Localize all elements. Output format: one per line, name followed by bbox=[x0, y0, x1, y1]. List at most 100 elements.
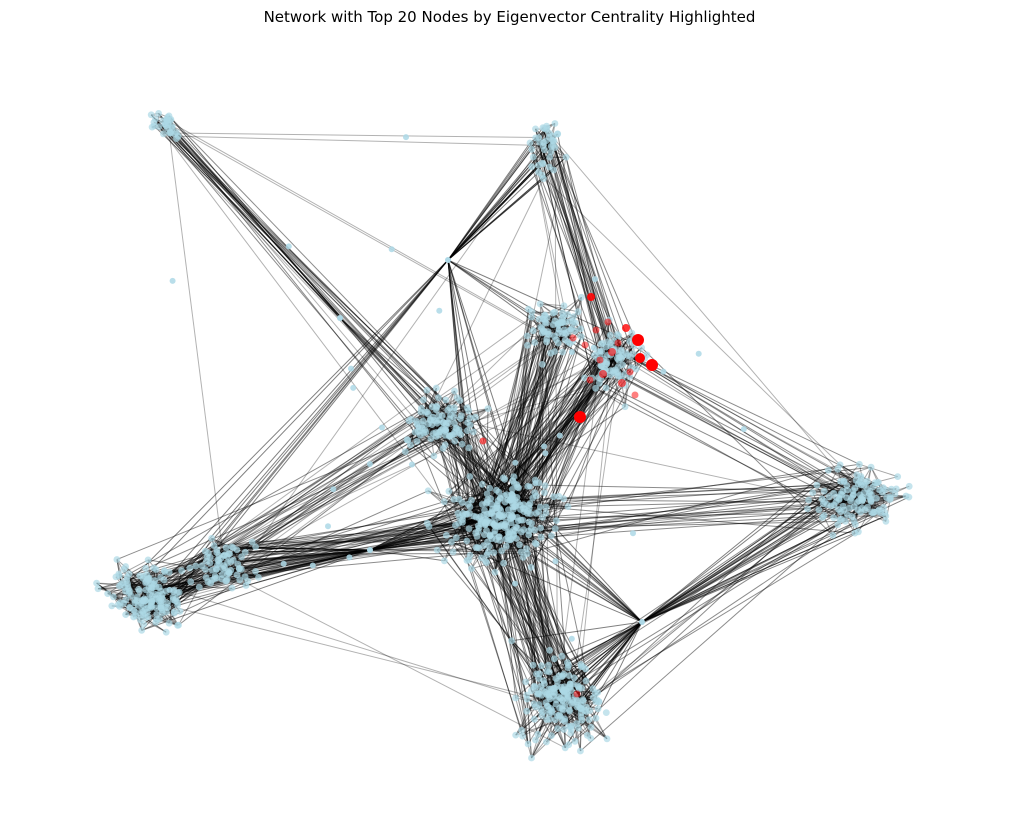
node bbox=[168, 123, 176, 130]
node bbox=[137, 611, 145, 618]
node bbox=[122, 611, 130, 618]
edge bbox=[485, 561, 539, 735]
node bbox=[542, 503, 550, 511]
node bbox=[152, 591, 160, 598]
edge bbox=[133, 411, 426, 611]
edge bbox=[597, 358, 872, 503]
node bbox=[165, 619, 173, 627]
node bbox=[206, 554, 214, 561]
node bbox=[537, 323, 545, 331]
node bbox=[457, 415, 464, 422]
node bbox=[549, 137, 557, 145]
node bbox=[388, 246, 395, 253]
node bbox=[472, 413, 479, 421]
node bbox=[438, 426, 445, 434]
node bbox=[123, 573, 131, 581]
edge bbox=[500, 466, 872, 511]
edge bbox=[545, 365, 602, 514]
edge bbox=[494, 551, 522, 573]
node bbox=[568, 635, 575, 642]
node bbox=[350, 384, 357, 391]
edge bbox=[521, 509, 844, 533]
edge bbox=[508, 498, 564, 541]
node bbox=[379, 424, 385, 431]
node bbox=[617, 353, 624, 361]
node bbox=[515, 484, 522, 492]
node bbox=[853, 471, 861, 479]
node bbox=[447, 433, 454, 440]
node bbox=[592, 384, 599, 392]
edge bbox=[241, 489, 497, 570]
edge bbox=[557, 728, 566, 748]
node bbox=[564, 664, 572, 672]
edge bbox=[540, 367, 632, 538]
node bbox=[469, 428, 477, 436]
node bbox=[152, 583, 160, 591]
node bbox=[554, 130, 561, 138]
edge bbox=[595, 387, 626, 408]
node bbox=[568, 700, 575, 707]
node bbox=[542, 450, 549, 457]
edge bbox=[451, 434, 488, 503]
node bbox=[541, 146, 548, 154]
node bbox=[537, 706, 545, 713]
node bbox=[524, 341, 531, 349]
edge bbox=[154, 583, 564, 711]
edge bbox=[238, 156, 534, 569]
node bbox=[494, 497, 502, 505]
node bbox=[155, 110, 163, 117]
node bbox=[629, 350, 637, 358]
edge bbox=[551, 139, 627, 354]
edge bbox=[457, 512, 587, 682]
node bbox=[158, 606, 166, 614]
edge bbox=[538, 172, 609, 342]
node bbox=[401, 448, 409, 455]
edge bbox=[449, 418, 862, 509]
node bbox=[527, 687, 535, 695]
edge bbox=[516, 345, 528, 498]
edge bbox=[447, 127, 544, 261]
node bbox=[178, 567, 186, 575]
node bbox=[536, 300, 544, 308]
edge bbox=[554, 147, 558, 682]
node bbox=[603, 735, 611, 743]
highlighted-node bbox=[635, 353, 645, 363]
node bbox=[550, 655, 558, 663]
edge bbox=[150, 114, 342, 320]
node bbox=[545, 710, 553, 718]
node bbox=[888, 485, 895, 493]
node bbox=[567, 729, 575, 737]
edge bbox=[426, 387, 437, 413]
edge bbox=[843, 463, 860, 482]
node bbox=[517, 506, 524, 513]
edge bbox=[141, 549, 371, 631]
node bbox=[532, 480, 539, 487]
edge bbox=[522, 508, 553, 711]
highlighted-node bbox=[618, 379, 626, 387]
node bbox=[419, 417, 427, 425]
edge bbox=[595, 717, 608, 740]
node bbox=[450, 413, 458, 421]
node bbox=[445, 257, 451, 263]
node bbox=[413, 438, 421, 445]
edge bbox=[369, 549, 445, 562]
node bbox=[518, 726, 525, 734]
node bbox=[577, 325, 584, 333]
node bbox=[529, 494, 537, 502]
highlighted-node bbox=[632, 334, 644, 346]
node bbox=[441, 557, 448, 565]
edge bbox=[552, 140, 611, 336]
node bbox=[420, 396, 427, 404]
node bbox=[560, 726, 568, 733]
node bbox=[830, 514, 837, 521]
node bbox=[236, 576, 244, 584]
edge bbox=[150, 114, 419, 432]
node bbox=[473, 532, 481, 540]
edge bbox=[570, 621, 643, 691]
node bbox=[280, 560, 287, 567]
node bbox=[740, 426, 747, 433]
edge bbox=[498, 309, 529, 493]
node bbox=[501, 492, 508, 499]
node bbox=[488, 518, 496, 526]
node bbox=[442, 419, 450, 427]
